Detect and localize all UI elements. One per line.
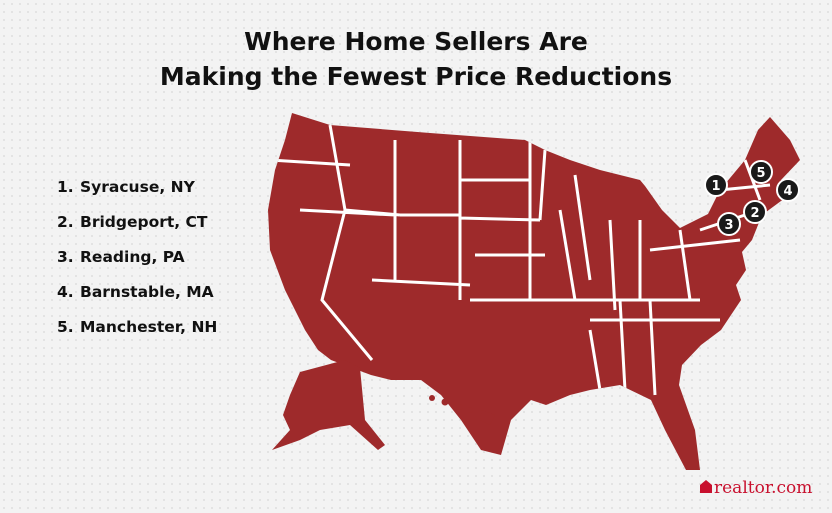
title-line: Where Home Sellers Are [244, 27, 588, 56]
rank-number: 2. [57, 213, 74, 231]
marker-circle [717, 212, 741, 236]
marker-circle [776, 178, 800, 202]
marker-label: 5 [756, 166, 765, 181]
logo-text: realtor.com [714, 478, 812, 498]
rank-list: 1. Syracuse, NY 2. Bridgeport, CT 3. Reading,… [57, 178, 217, 336]
logo: realtor.com [700, 478, 812, 498]
alaska [272, 360, 385, 450]
marker-circle [704, 173, 728, 197]
rank-number: 3. [57, 248, 74, 266]
map-markers: 1 5 4 2 3 [704, 160, 800, 236]
city-name: Barnstable, MA [80, 283, 214, 301]
hawaii [429, 395, 495, 425]
marker-label: 2 [750, 206, 759, 221]
state-borders [269, 124, 771, 396]
rank-number: 4. [57, 283, 74, 301]
city-name: Bridgeport, CT [80, 213, 208, 231]
marker-circle [749, 160, 773, 184]
title-line: Making the Fewest Price Reductions [160, 62, 672, 91]
city-name: Reading, PA [80, 248, 185, 266]
marker-label: 4 [783, 184, 792, 199]
city-name: Syracuse, NY [80, 178, 196, 196]
marker-label: 1 [711, 179, 720, 194]
marker-circle [743, 200, 767, 224]
city-name: Manchester, NH [80, 318, 217, 336]
rank-number: 1. [57, 178, 74, 196]
rank-number: 5. [57, 318, 74, 336]
marker-label: 3 [724, 218, 733, 233]
